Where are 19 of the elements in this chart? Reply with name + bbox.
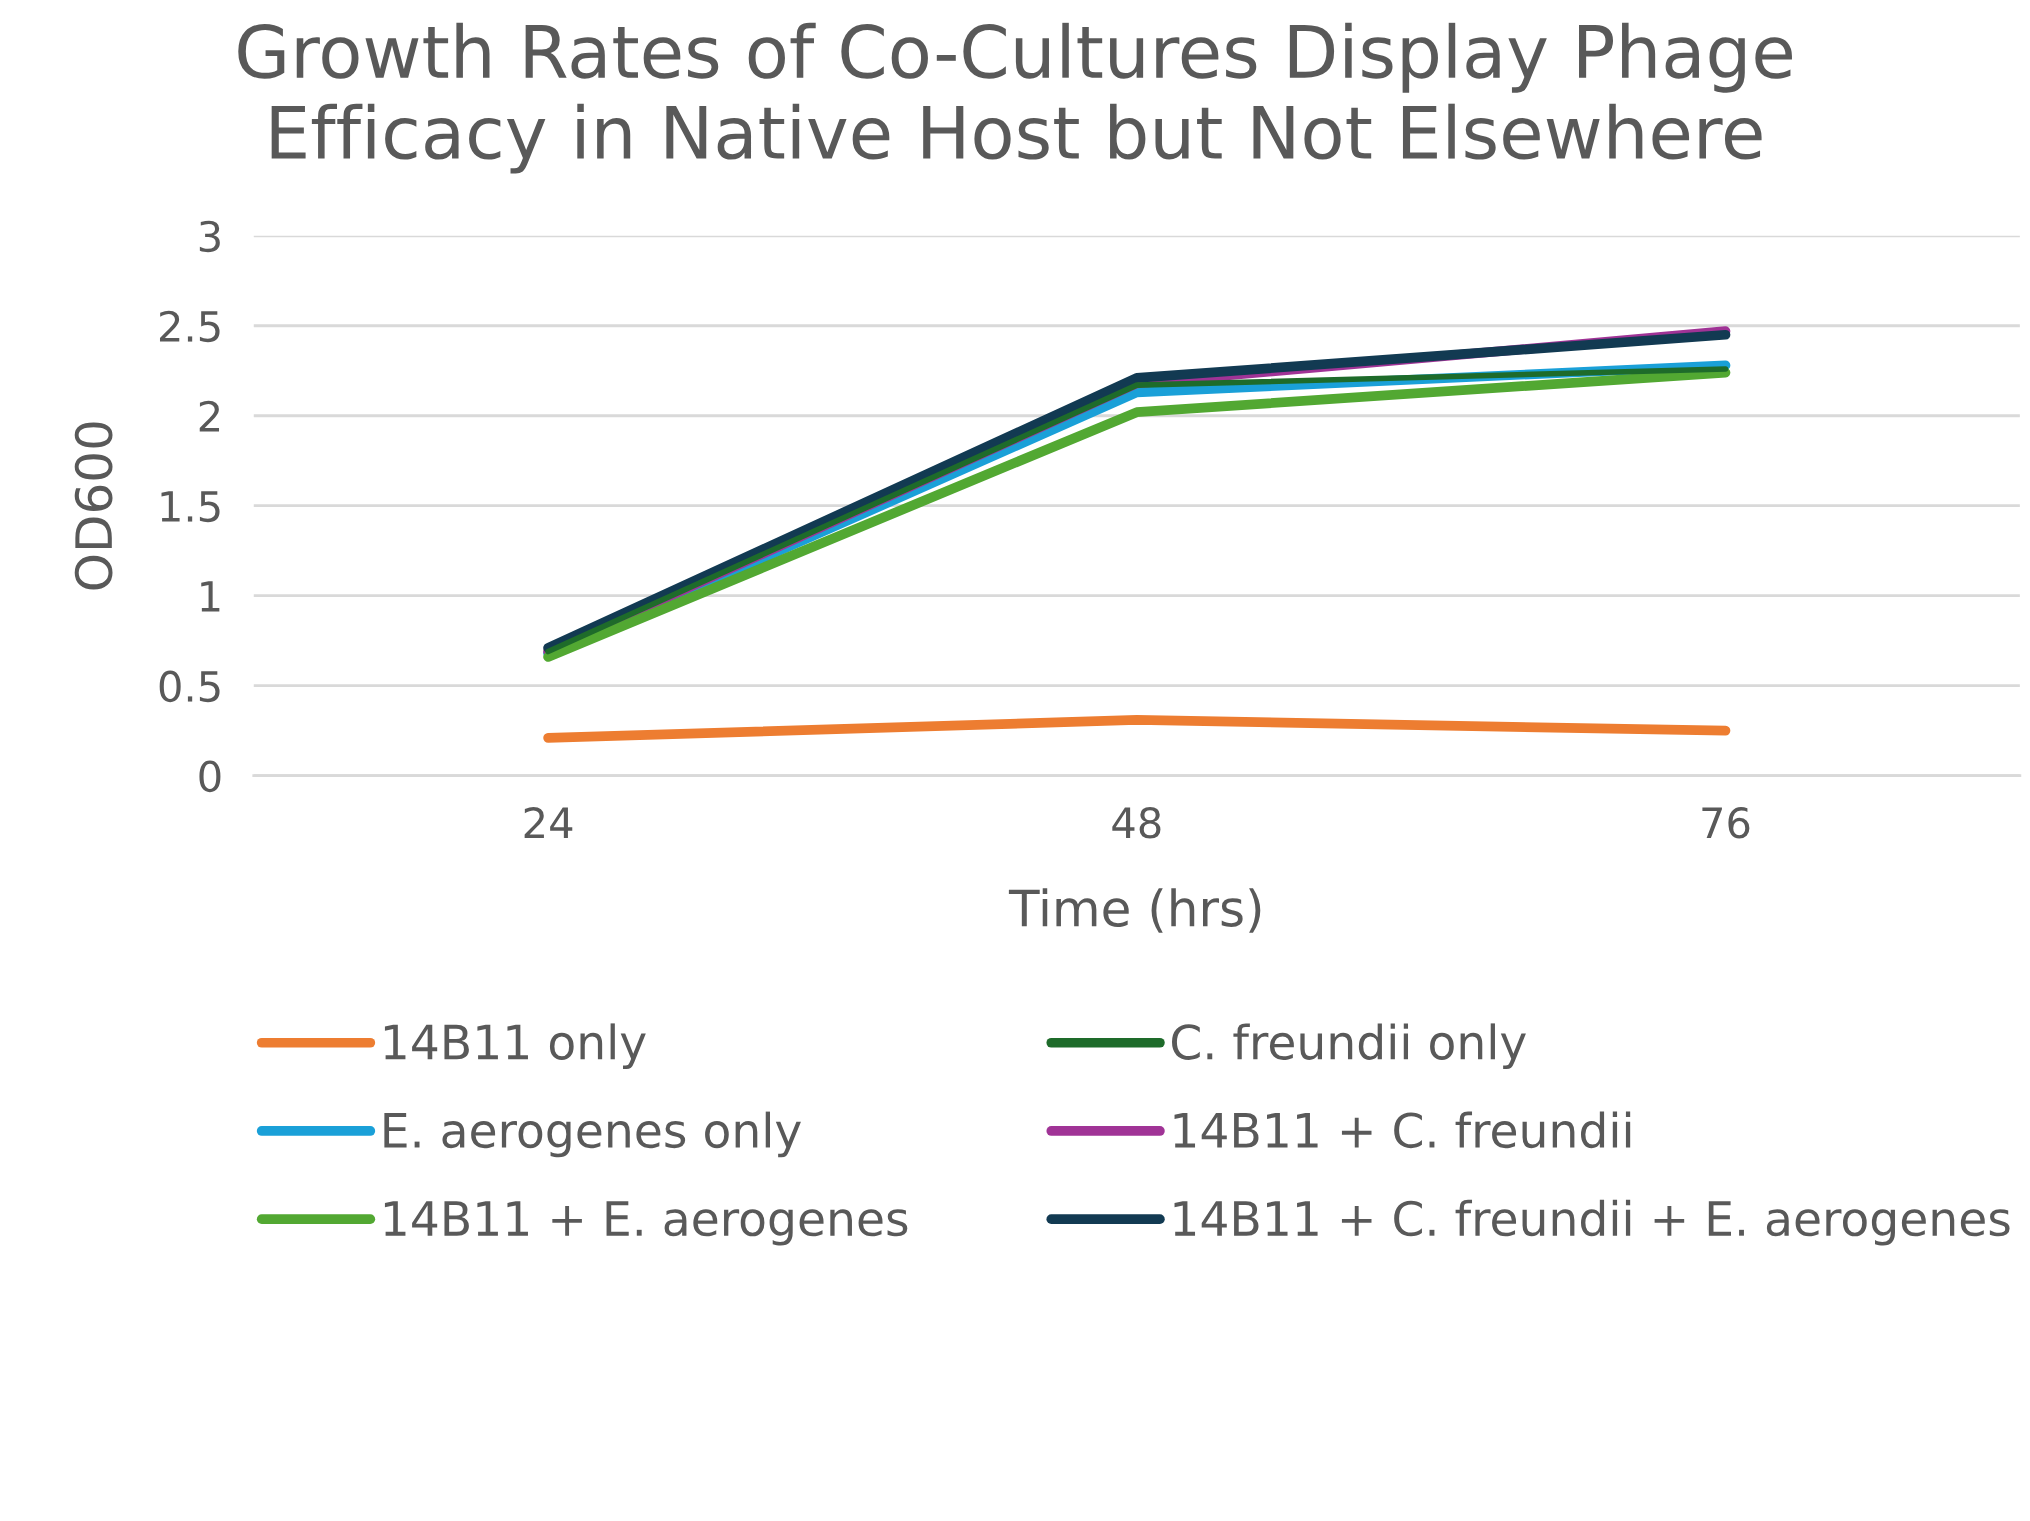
y-tick-label: 1 (201, 581, 220, 612)
y-tick-label: 2.5 (159, 310, 220, 343)
legend-label: C. freundii only (1172, 1023, 1526, 1070)
y-tick-label: 2 (199, 400, 220, 432)
legend-label: 14B11 + C. freundii + E. aerogenes (1174, 1199, 2010, 1246)
y-tick-label: 3 (199, 220, 220, 253)
y-axis-title: OD600 (74, 422, 113, 590)
y-tick-label: 0 (199, 760, 221, 793)
legend-label: 14B11 only (384, 1023, 646, 1070)
legend-label: 14B11 + C. freundii (1174, 1111, 1631, 1149)
y-tick-label: 1.5 (161, 491, 220, 523)
y-tick-label: 0.5 (159, 670, 220, 703)
x-tick-label: 76 (1702, 807, 1750, 839)
x-axis-title: Time (hrs) (1008, 888, 1261, 933)
legend-label: E. aerogenes only (384, 1111, 801, 1158)
x-tick-label: 24 (524, 807, 573, 838)
legend-label: 14B11 + E. aerogenes (384, 1201, 908, 1246)
chart-title: Growth Rates of Co-Cultures Display Phage Efficacy in Native Host but Not Elsewhere (238, 22, 1792, 174)
x-tick-label: 48 (1112, 807, 1161, 839)
